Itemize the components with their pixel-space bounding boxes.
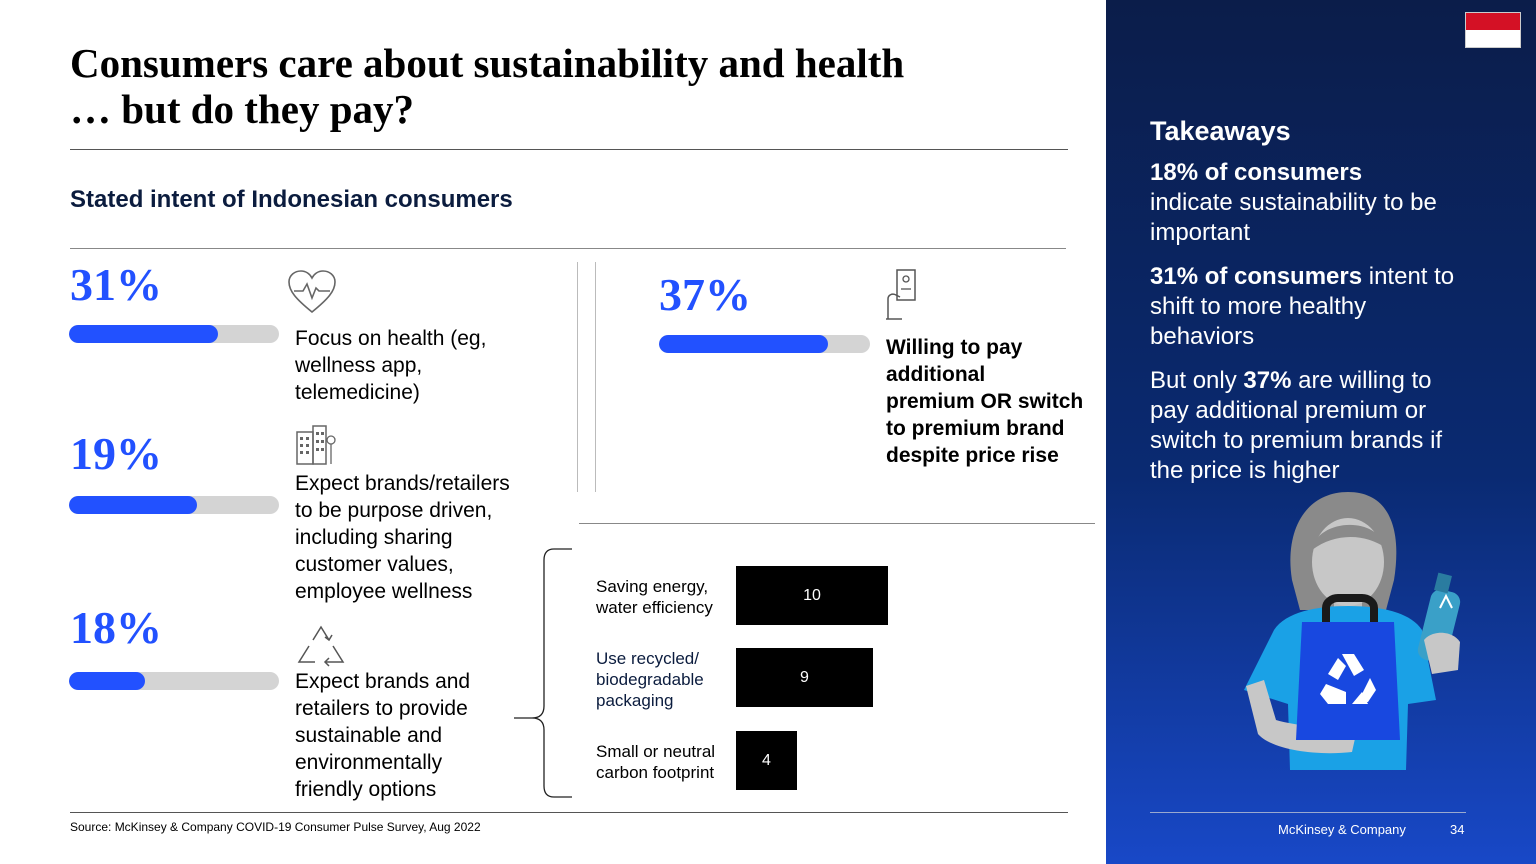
- description-line: premium OR switch: [886, 390, 1084, 413]
- takeaway-2-text: intent to shift to more healthy behavior…: [1150, 263, 1455, 350]
- description-line: sustainable and: [295, 724, 443, 747]
- label-line: water efficiency: [596, 598, 713, 617]
- label-line: Small or neutral: [596, 742, 716, 761]
- takeaway-3: But only 37% are willing to pay addition…: [1150, 366, 1470, 486]
- label-line: Use recycled/: [596, 649, 699, 668]
- flag-white-stripe: [1466, 30, 1520, 47]
- metric-pay-bar: [659, 335, 870, 353]
- subtitle-divider: [70, 248, 1066, 249]
- description-line: despite price rise: [886, 444, 1059, 467]
- metric-purpose-percent: 19%: [70, 428, 162, 479]
- breakdown-label-packaging: Use recycled/ biodegradable packaging: [596, 648, 704, 711]
- column-divider: [595, 262, 596, 492]
- takeaway-3-text: are willing to pay additional premium or…: [1150, 367, 1443, 484]
- metric-pay-percent: 37%: [659, 269, 751, 320]
- metric-sustainability-description: Expect brands and retailers to provide s…: [295, 668, 470, 803]
- description-line: to premium brand: [886, 417, 1065, 440]
- description-line: friendly options: [295, 778, 437, 801]
- breakdown-bar-carbon: 4: [736, 731, 797, 790]
- metric-health-bar: [69, 325, 279, 343]
- flag-red-stripe: [1466, 13, 1520, 30]
- takeaway-3-bold: 37%: [1243, 367, 1292, 394]
- section-subtitle: Stated intent of Indonesian consumers: [70, 186, 513, 213]
- page-number: 34: [1450, 822, 1465, 837]
- label-line: carbon footprint: [596, 763, 715, 782]
- description-line: Focus on health (eg,: [295, 327, 487, 350]
- takeaway-2: 31% of consumers intent to shift to more…: [1150, 262, 1470, 352]
- takeaway-1: 18% of consumers indicate sustainability…: [1150, 158, 1470, 248]
- breakdown-bar-energy: 10: [736, 566, 888, 625]
- breakdown-divider: [579, 523, 1095, 524]
- metric-health-percent: 31%: [70, 259, 162, 310]
- metric-purpose-bar: [69, 496, 279, 514]
- title-line-1: Consumers care about sustainability and …: [70, 40, 905, 86]
- shopper-illustration: [1236, 490, 1472, 795]
- label-line: packaging: [596, 691, 674, 710]
- page-title: Consumers care about sustainability and …: [70, 40, 1070, 132]
- description-line: Expect brands and: [295, 670, 471, 693]
- description-line: Willing to pay: [886, 336, 1023, 359]
- metric-sustainability-bar-fill: [69, 672, 145, 690]
- panel-footer-divider: [1150, 812, 1466, 813]
- breakdown-label-energy: Saving energy, water efficiency: [596, 576, 713, 618]
- metric-pay-bar-fill: [659, 335, 828, 353]
- breakdown-bar-packaging: 9: [736, 648, 873, 707]
- recycle-icon: [295, 622, 347, 673]
- description-line: additional: [886, 363, 986, 386]
- metric-pay-description: Willing to pay additional premium OR swi…: [886, 334, 1083, 469]
- description-line: including sharing: [295, 526, 453, 549]
- metric-sustainability-percent: 18%: [70, 602, 162, 653]
- city-buildings-icon: [294, 422, 336, 471]
- takeaway-2-bold: 31% of consumers: [1150, 263, 1363, 290]
- metric-health-description: Focus on health (eg, wellness app, telem…: [295, 325, 486, 406]
- metric-purpose-bar-fill: [69, 496, 198, 514]
- takeaway-1-text: indicate sustainability to be important: [1150, 189, 1437, 246]
- label-line: biodegradable: [596, 670, 704, 689]
- breakdown-label-carbon: Small or neutral carbon footprint: [596, 741, 715, 783]
- indonesia-flag-icon: [1465, 12, 1521, 48]
- metric-sustainability-bar: [69, 672, 279, 690]
- title-divider: [70, 149, 1068, 150]
- source-note: Source: McKinsey & Company COVID-19 Cons…: [70, 820, 481, 834]
- description-line: wellness app,: [295, 354, 423, 377]
- metric-health-bar-fill: [69, 325, 219, 343]
- description-line: telemedicine): [295, 381, 420, 404]
- brace-connector: [512, 546, 576, 807]
- metric-purpose-description: Expect brands/retailers to be purpose dr…: [295, 470, 510, 605]
- heart-rate-icon: [286, 268, 338, 321]
- takeaways-heading: Takeaways: [1150, 116, 1291, 146]
- footer-brand: McKinsey & Company: [1278, 822, 1406, 837]
- description-line: retailers to provide: [295, 697, 468, 720]
- title-line-2: … but do they pay?: [70, 86, 415, 132]
- takeaway-3-prefix: But only: [1150, 367, 1244, 394]
- payment-hand-icon: [884, 267, 920, 326]
- description-line: customer values,: [295, 553, 454, 576]
- description-line: environmentally: [295, 751, 443, 774]
- description-line: Expect brands/retailers: [295, 472, 510, 495]
- takeaway-1-bold: 18% of consumers: [1150, 159, 1363, 186]
- description-line: employee wellness: [295, 580, 473, 603]
- column-divider: [577, 262, 578, 492]
- label-line: Saving energy,: [596, 577, 709, 596]
- footer-divider: [70, 812, 1068, 813]
- description-line: to be purpose driven,: [295, 499, 493, 522]
